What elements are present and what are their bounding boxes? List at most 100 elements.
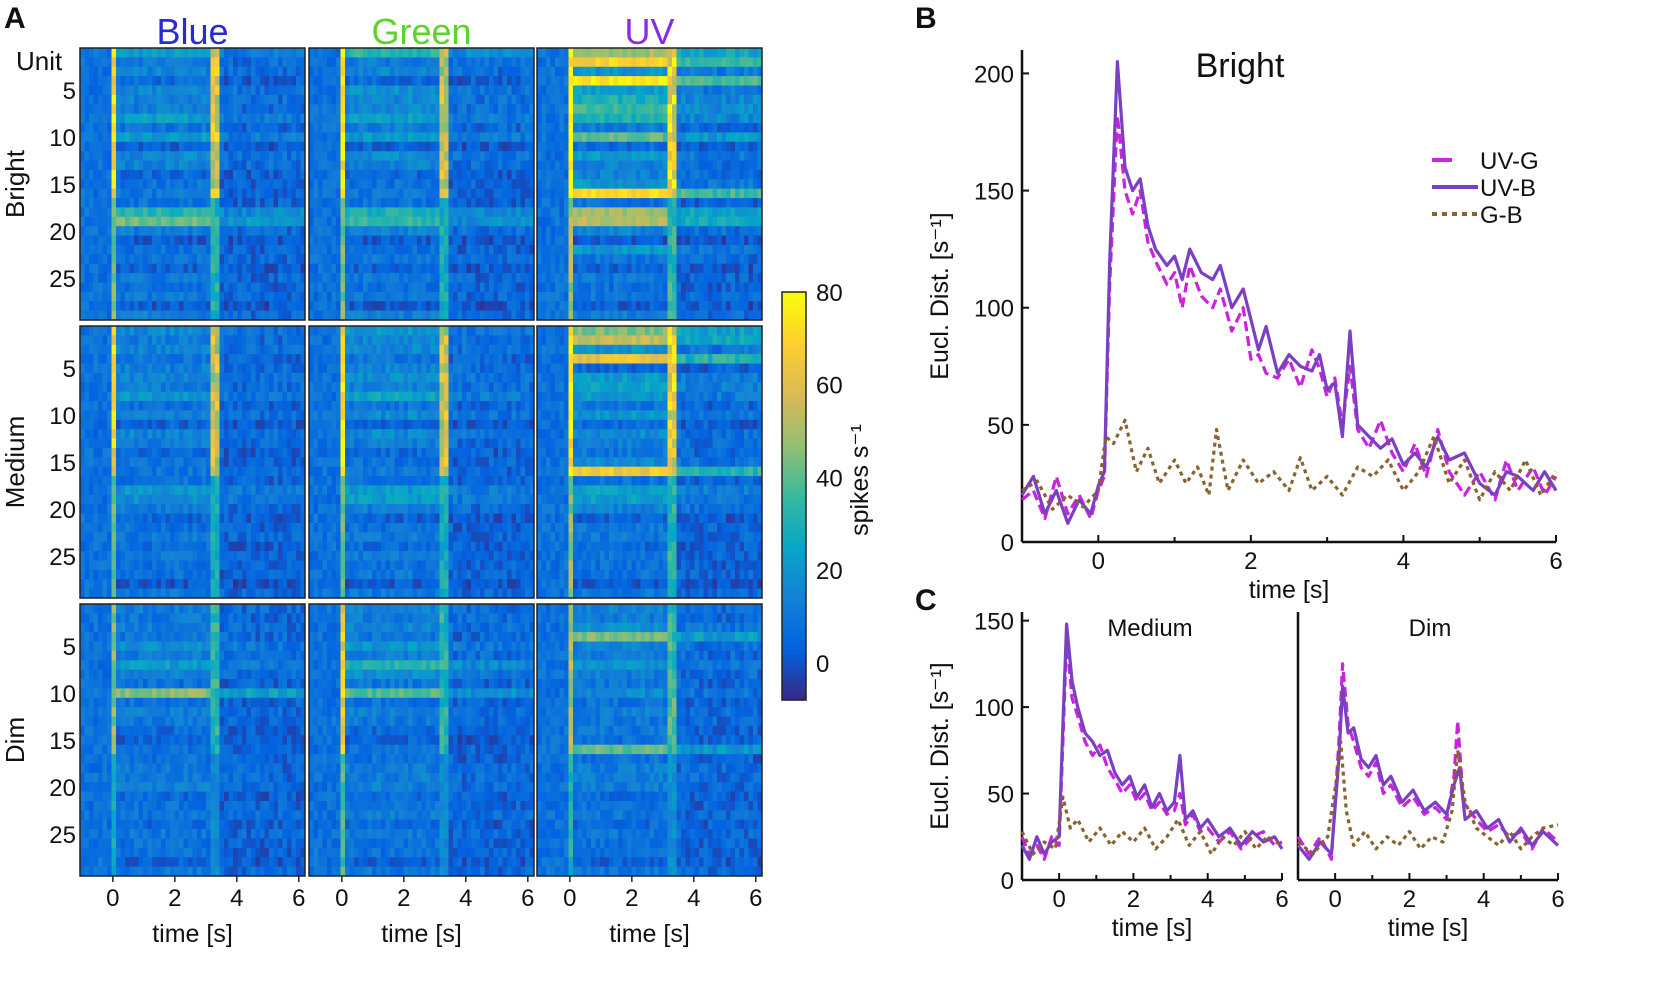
heatmap-cell [667, 273, 673, 283]
heatmap-cell [516, 160, 521, 171]
heatmap-cell [435, 132, 440, 143]
heatmap-cell [577, 94, 583, 105]
heatmap-cell [179, 344, 184, 355]
heatmap-cell [120, 326, 126, 336]
heatmap-cell [507, 216, 512, 227]
heatmap-cell [206, 429, 211, 440]
heatmap-cell [309, 85, 314, 96]
heatmap-cell [399, 216, 404, 227]
heatmap-cell [300, 326, 306, 336]
heatmap-cell [251, 282, 256, 293]
heatmap-cell [336, 76, 341, 86]
heatmap-cell [233, 419, 238, 430]
heatmap-cell [143, 94, 148, 105]
heatmap-cell [525, 254, 530, 265]
heatmap-cell [237, 113, 243, 124]
heatmap-cell [708, 113, 713, 124]
heatmap-cell [322, 160, 328, 171]
heatmap-cell [748, 216, 754, 227]
heatmap-cell [498, 254, 503, 265]
heatmap-cell [726, 188, 731, 199]
heatmap-cell [475, 160, 481, 171]
heatmap-cell [541, 94, 547, 105]
heatmap-cell [102, 179, 108, 190]
heatmap-cell [224, 335, 229, 346]
heatmap-cell [183, 57, 189, 68]
heatmap-cell [550, 160, 556, 171]
heatmap-cell [394, 282, 400, 293]
heatmap-cell [685, 254, 691, 265]
heatmap-cell [89, 438, 94, 449]
heatmap-cell [676, 85, 682, 96]
heatmap-cell [658, 132, 664, 143]
heatmap-cell [84, 382, 90, 393]
heatmap-cell [403, 291, 409, 302]
heatmap-cell [89, 94, 94, 105]
heatmap-cell [480, 188, 485, 199]
heatmap-cell [246, 48, 252, 58]
heatmap-cell [282, 160, 288, 171]
heatmap-cell [291, 382, 297, 393]
heatmap-cell [435, 48, 440, 58]
heatmap-cell [300, 57, 306, 68]
heatmap-cell [219, 354, 225, 364]
heatmap-cell [457, 282, 463, 293]
heatmap-cell [264, 344, 270, 355]
heatmap-cell [340, 132, 346, 143]
heatmap-cell [134, 273, 139, 283]
heatmap-cell [676, 160, 682, 171]
heatmap-cell [278, 419, 283, 430]
heatmap-cell [726, 132, 731, 143]
heatmap-cell [170, 151, 175, 162]
heatmap-cell [300, 335, 306, 346]
heatmap-cell [511, 291, 517, 302]
heatmap-cell [156, 401, 162, 411]
heatmap-cell [525, 123, 530, 133]
heatmap-cell [206, 291, 211, 302]
heatmap-cell [480, 179, 485, 190]
heatmap-cell [735, 235, 740, 246]
heatmap-cell [462, 113, 467, 124]
heatmap-cell [489, 85, 494, 96]
heatmap-cell [703, 160, 709, 171]
heatmap-cell [645, 160, 650, 171]
heatmap-cell [654, 151, 659, 162]
heatmap-cell [318, 76, 323, 86]
heatmap-cell [555, 188, 560, 199]
heatmap-cell [654, 226, 659, 237]
heatmap-cell [300, 207, 306, 218]
heatmap-cell [345, 273, 350, 283]
heatmap-cell [537, 301, 542, 312]
heatmap-cell [278, 151, 283, 162]
heatmap-cell [577, 263, 583, 274]
heatmap-cell [84, 85, 90, 96]
heatmap-cell [300, 132, 306, 143]
heatmap-cell [457, 132, 463, 143]
heatmap-cell [273, 282, 279, 293]
heatmap-cell [322, 263, 328, 274]
heatmap-cell [489, 263, 494, 274]
heatmap-cell [183, 410, 189, 421]
heatmap-cell [206, 263, 211, 274]
heatmap-cell [516, 226, 521, 237]
heatmap-cell [273, 104, 279, 115]
heatmap-cell [649, 94, 655, 105]
heatmap-cell [291, 104, 297, 115]
heatmap-cell [708, 235, 713, 246]
heatmap-cell [255, 401, 261, 411]
heatmap-cell [385, 94, 391, 105]
heatmap-cell [717, 169, 722, 180]
heatmap-cell [80, 291, 85, 302]
heatmap-cell [129, 132, 135, 143]
heatmap-cell [215, 151, 220, 162]
heatmap-cell [107, 263, 112, 274]
heatmap-cell [246, 263, 252, 274]
heatmap-cell [84, 123, 90, 133]
heatmap-cell [399, 141, 404, 152]
heatmap-cell [138, 282, 144, 293]
heatmap-cell [559, 301, 565, 312]
heatmap-cell [739, 104, 745, 115]
heatmap-cell [658, 85, 664, 96]
heatmap-cell [219, 57, 225, 68]
heatmap-cell [287, 198, 292, 208]
